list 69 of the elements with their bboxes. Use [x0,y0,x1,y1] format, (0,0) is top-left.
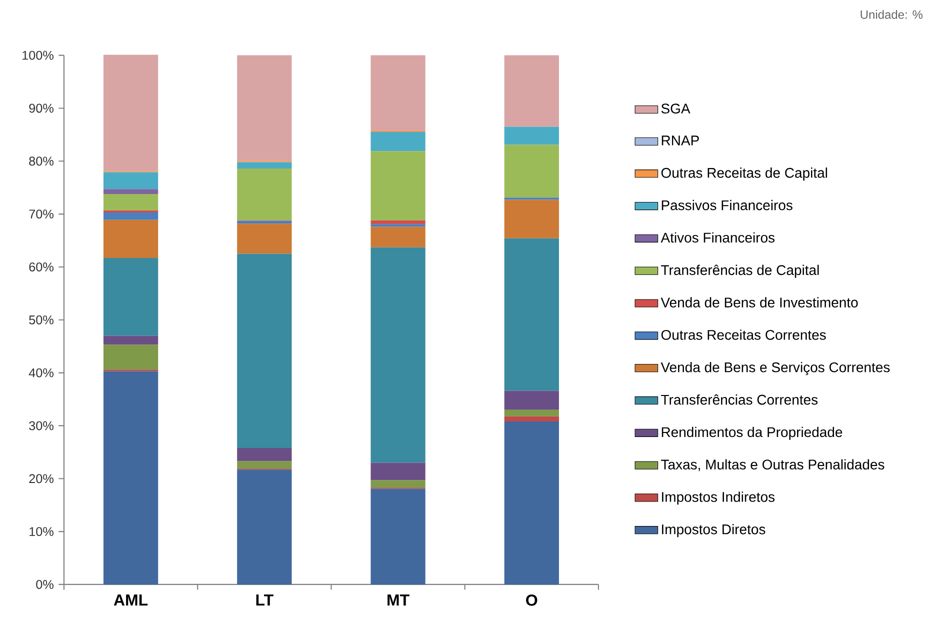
bar [370,226,426,248]
legend-label: Passivos Financeiros [662,200,792,210]
bar [504,144,559,198]
legend-label: Venda de Bens de Investimento [660,296,858,308]
legend-label: Rendimentos da Propriedade [662,426,842,440]
text: Unidade: % [860,10,923,19]
bar [370,150,426,220]
legend-label: Transferências Correntes [661,394,818,404]
bar [370,224,426,227]
y-tick-label: 40% [28,368,54,378]
legend-label: Impostos Diretos [662,524,766,537]
bar [370,462,426,480]
bar [504,390,559,410]
y-tick-label: 70% [29,209,54,218]
bar [370,488,426,584]
bar [504,55,559,127]
bar [237,220,292,224]
bar [370,55,426,131]
bar [103,220,158,258]
bar [103,336,158,345]
y-tick-label: 10% [30,526,54,536]
bar [103,344,158,370]
legend-label: SGA [661,103,690,114]
x-tick-label: LT [256,594,274,606]
bar [370,247,426,463]
bar [237,162,292,168]
bar [103,172,158,189]
bar [103,188,158,194]
legend-label: Outras Receitas Correntes [661,329,826,340]
bar [370,480,426,488]
bar [103,212,158,220]
bar [237,448,292,461]
y-tick-label: 90% [29,104,54,112]
legend-label: Ativos Financeiros [660,232,775,242]
legend-label: Transferências de Capital [661,264,819,278]
bar [237,254,292,448]
bar [237,469,292,584]
y-tick-label: 0% [36,580,54,589]
y-tick-label: 100% [22,50,54,60]
legend-label: RNAP [662,135,699,146]
x-tick-label: O [526,594,538,606]
y-tick-label: 60% [29,262,54,272]
bar [370,132,426,151]
bar [504,197,559,200]
y-tick-label: 20% [29,474,54,483]
bar [504,200,559,238]
bar [237,223,292,254]
y-tick-label: 80% [29,156,54,166]
bar [103,370,158,584]
y-tick-label: 50% [29,315,54,324]
bar [370,220,426,224]
x-tick-label: AML [114,594,148,606]
bar [103,54,158,171]
bar [504,238,559,391]
bar [504,416,559,422]
bar [504,410,559,416]
bar [237,460,292,468]
x-tick-label: MT [388,594,410,606]
bar [103,258,158,336]
legend-label: Venda de Bens e Serviços Correntes [660,362,890,375]
legend-label: Taxas, Multas e Outras Penalidades [661,459,884,471]
bar [504,126,559,145]
bar [504,421,559,584]
legend-label: Impostos Indiretos [662,491,775,504]
bar [103,194,158,210]
bar [237,55,292,161]
bar [237,168,292,220]
legend-label: Outras Receitas de Capital [661,167,828,180]
y-tick-label: 30% [29,421,54,430]
